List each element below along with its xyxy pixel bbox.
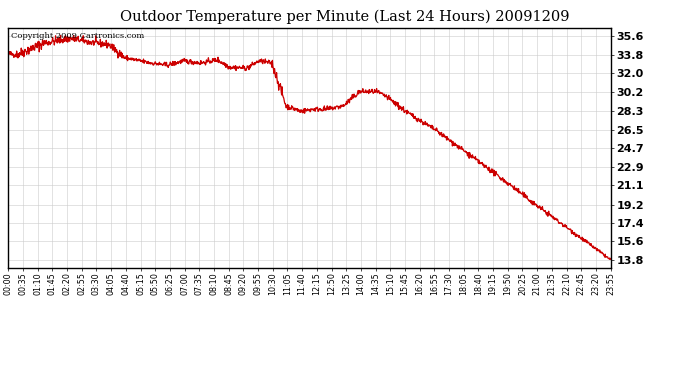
Text: Copyright 2009 Cartronics.com: Copyright 2009 Cartronics.com [11, 32, 144, 40]
Text: Outdoor Temperature per Minute (Last 24 Hours) 20091209: Outdoor Temperature per Minute (Last 24 … [120, 9, 570, 24]
